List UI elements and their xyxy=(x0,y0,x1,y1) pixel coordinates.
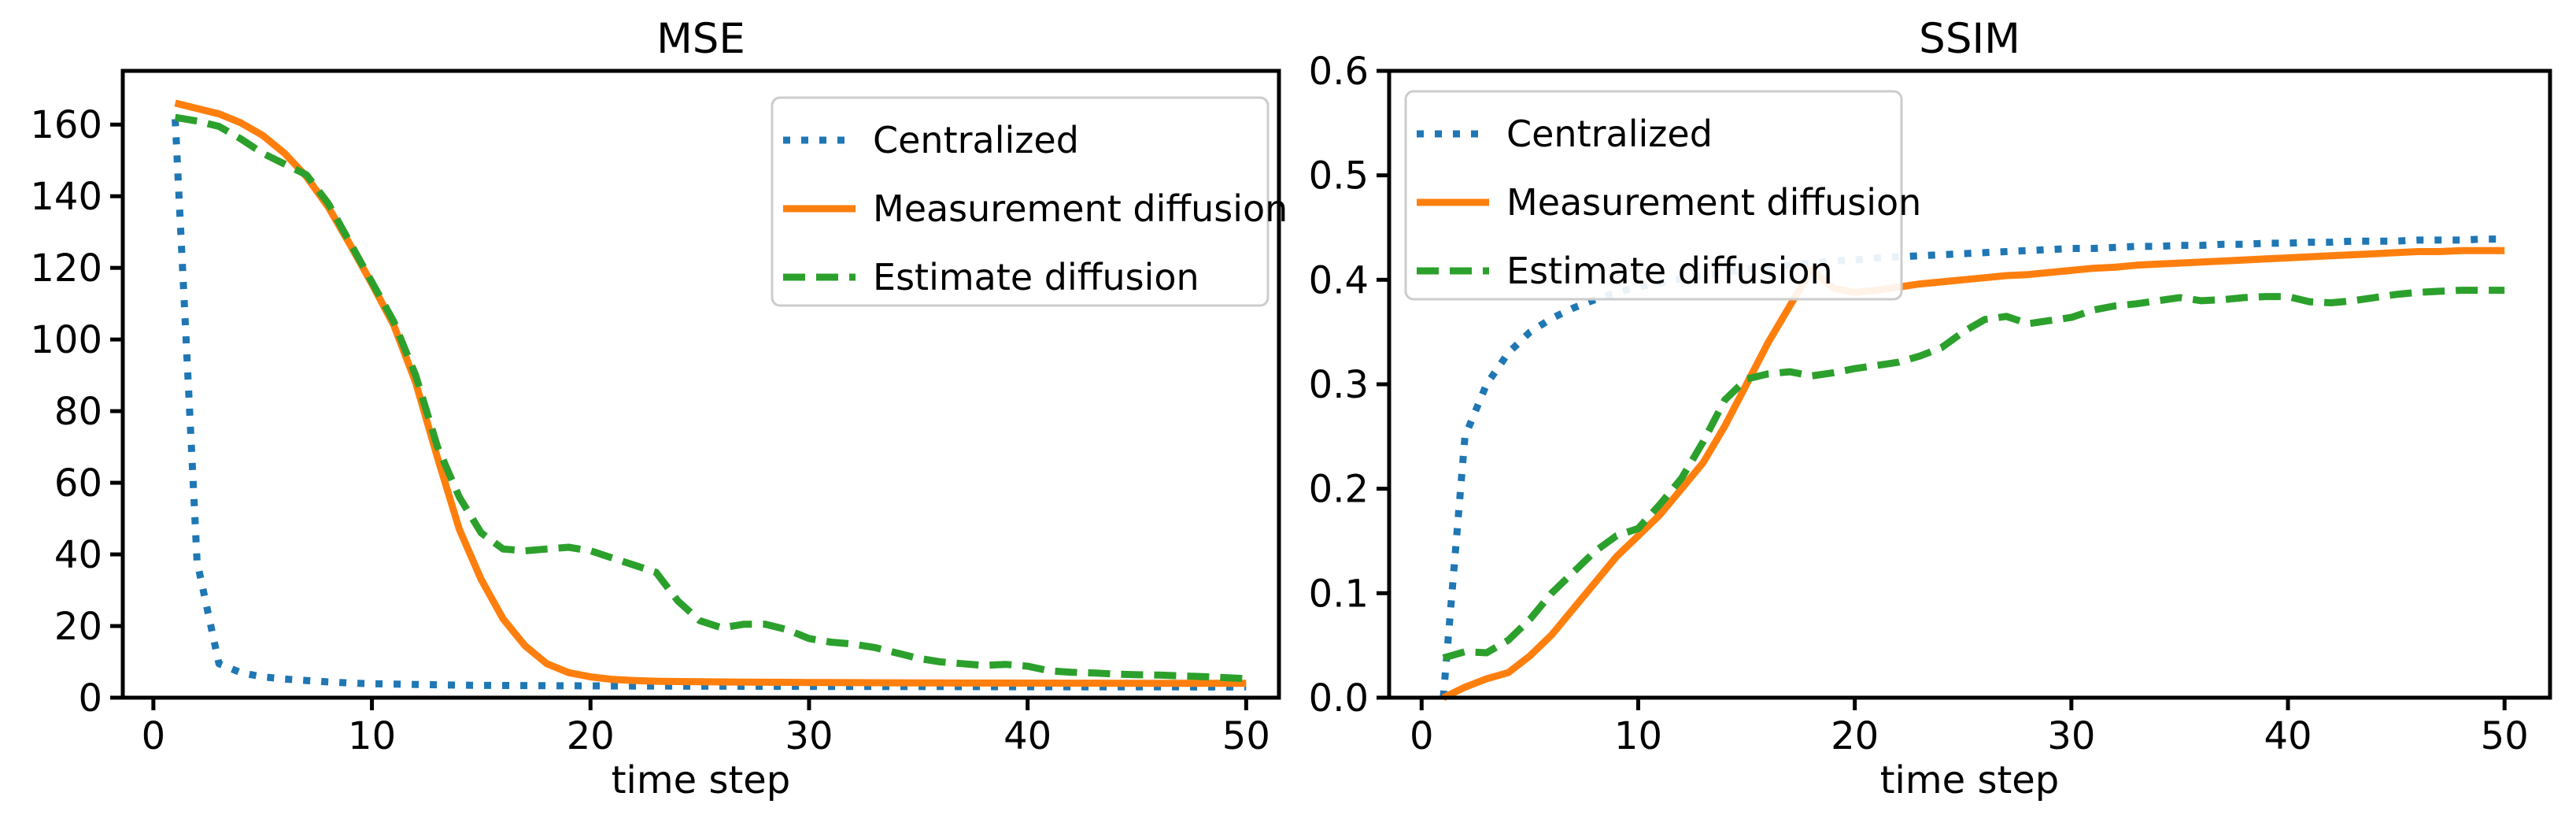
y-axis-tick-label: 0.0 xyxy=(1309,676,1369,721)
y-axis-tick-label: 160 xyxy=(30,103,102,147)
ssim-axes-frame xyxy=(1387,69,2552,700)
legend-label-centralized: Centralized xyxy=(1506,113,1713,155)
series-estimate-diffusion-line xyxy=(1442,287,2505,661)
series-centralized-line xyxy=(1440,235,2505,698)
mse-chart-title: MSE xyxy=(656,15,745,63)
y-axis-tick-label: 20 xyxy=(54,605,102,649)
legend-label-measurement-diffusion: Measurement diffusion xyxy=(873,187,1288,230)
y-axis-tick-label: 0.6 xyxy=(1309,50,1369,94)
y-axis-tick-label: 140 xyxy=(30,175,102,219)
x-axis-tick-label: 40 xyxy=(1003,714,1051,758)
y-axis-tick-label: 0.1 xyxy=(1309,572,1369,616)
x-axis-tick-label: 30 xyxy=(785,714,833,758)
x-axis-tick-label: 0 xyxy=(1410,714,1434,758)
ssim-legend: Centralized Measurement diffusion Estimate… xyxy=(1404,90,1921,301)
mse-axes-frame xyxy=(120,69,1281,700)
y-axis-tick-label: 0.5 xyxy=(1309,154,1369,198)
legend-label-measurement-diffusion: Measurement diffusion xyxy=(1506,181,1921,224)
series-measurement-diffusion-line xyxy=(1441,246,2505,702)
y-axis-tick-label: 100 xyxy=(30,318,102,362)
mse-chart: MSE 0 10 20 30 40 50 0 20 40 60 80 100 120 140 160 time … xyxy=(30,15,1288,802)
mse-legend: Centralized Measurement diffusion Estimate… xyxy=(771,96,1288,307)
legend-label-estimate-diffusion: Estimate diffusion xyxy=(873,256,1199,298)
legend-label-estimate-diffusion: Estimate diffusion xyxy=(1506,250,1833,292)
y-axis-tick-label: 40 xyxy=(54,533,102,577)
legend-label-centralized: Centralized xyxy=(873,119,1079,161)
y-axis-tick-label: 0.4 xyxy=(1309,258,1369,302)
legend-box xyxy=(771,96,1270,307)
x-axis-tick-label: 0 xyxy=(142,714,166,758)
y-axis-tick-label: 0 xyxy=(78,676,102,721)
x-axis-tick-label: 50 xyxy=(2481,714,2529,758)
x-axis-tick-label: 20 xyxy=(1831,714,1879,758)
series-estimate-diffusion-line xyxy=(174,113,1247,683)
series-centralized-line xyxy=(172,119,1247,691)
y-axis-tick-label: 120 xyxy=(30,246,102,291)
x-axis-tick-label: 10 xyxy=(348,714,396,758)
x-axis-tick-label: 50 xyxy=(1222,714,1270,758)
x-axis-tick-label: 10 xyxy=(1614,714,1662,758)
x-axis-tick-label: 20 xyxy=(567,714,615,758)
y-axis-tick-label: 0.2 xyxy=(1309,468,1369,512)
ssim-x-axis-label: time step xyxy=(1880,758,2060,802)
y-axis-tick-label: 80 xyxy=(54,390,102,434)
y-axis-tick-label: 60 xyxy=(54,461,102,506)
ssim-chart: SSIM 0 10 20 30 40 50 0.0 0.1 0.2 0.3 0.4 0.5 0.6 time… xyxy=(1309,15,2552,802)
x-axis-tick-label: 40 xyxy=(2264,714,2312,758)
legend-box xyxy=(1404,90,1903,301)
ssim-chart-title: SSIM xyxy=(1919,15,2020,63)
mse-x-axis-label: time step xyxy=(612,758,791,802)
x-axis-tick-label: 30 xyxy=(2047,714,2095,758)
y-axis-tick-label: 0.3 xyxy=(1309,363,1369,407)
